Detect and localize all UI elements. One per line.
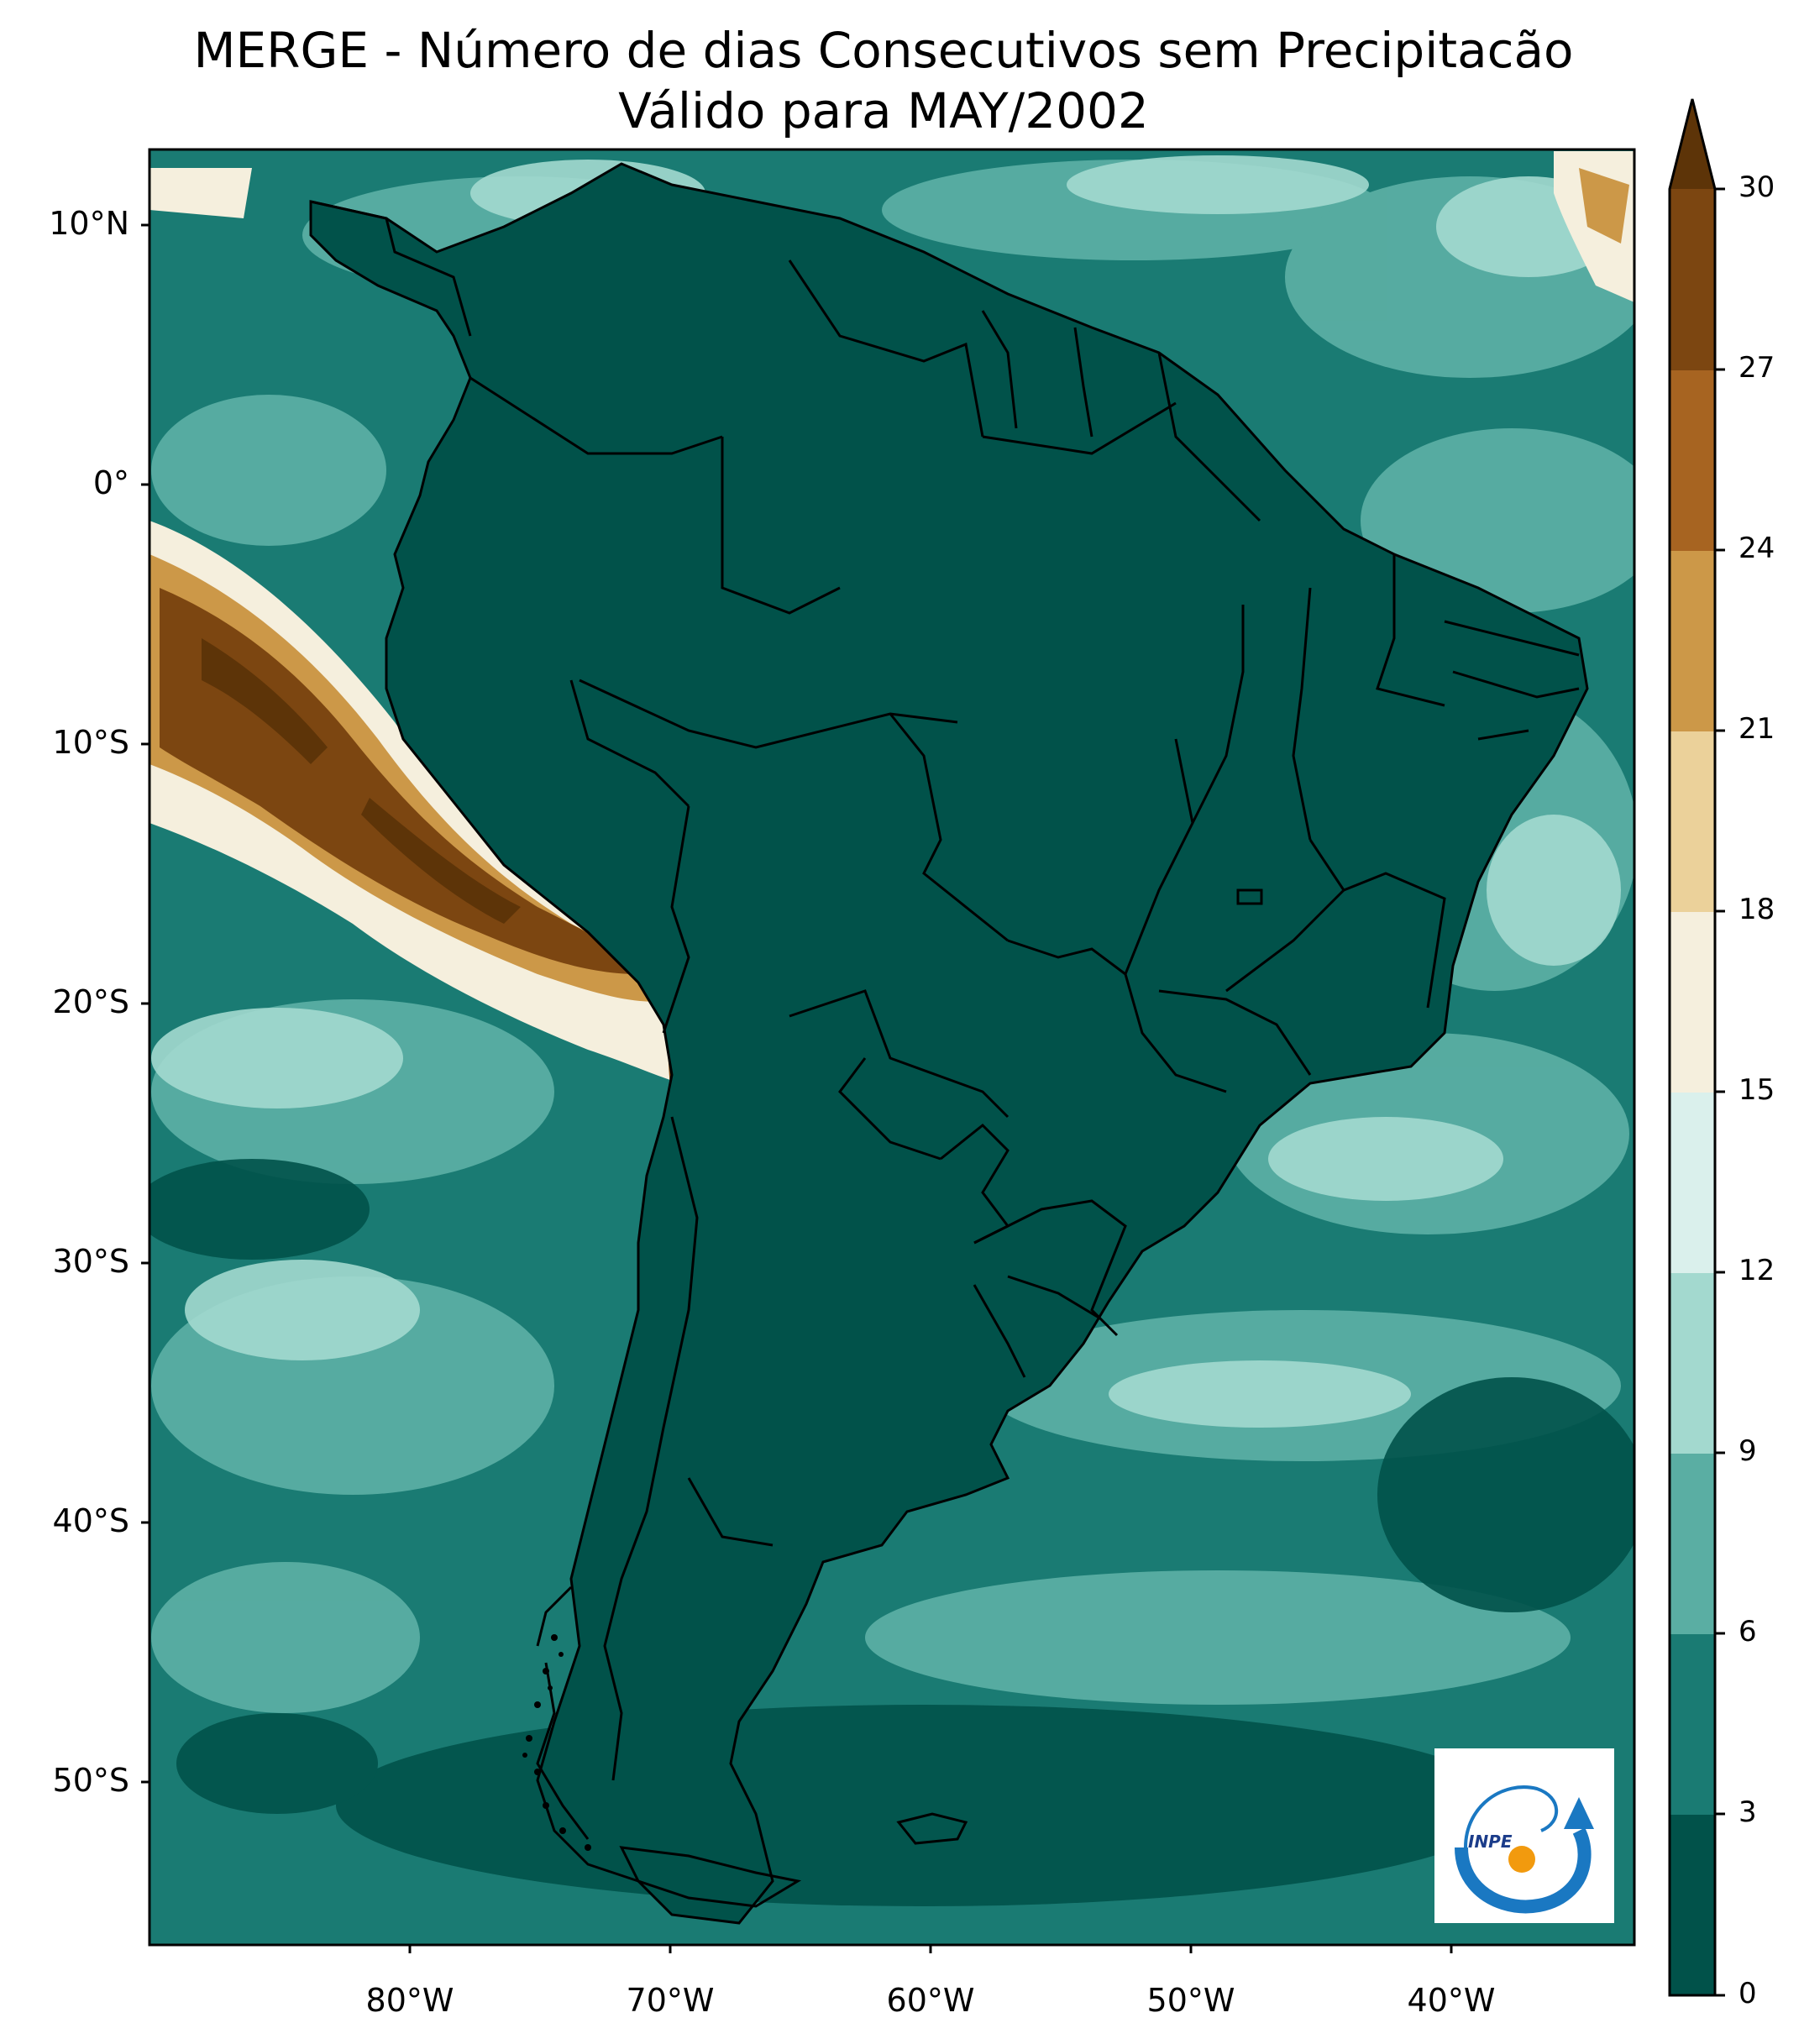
map-subtitle: Válido para MAY/2002 (618, 82, 1149, 139)
falkland-islands (896, 1812, 968, 1845)
lon-tick-label: 80°W (365, 1982, 454, 2019)
colorbar-tick-label: 6 (1738, 1615, 1757, 1648)
colorbar-tick-label: 15 (1738, 1073, 1775, 1107)
colorbar-tick-label: 18 (1738, 893, 1775, 926)
map-frame (148, 148, 1636, 1947)
map-title: MERGE - Número de dias Consecutivos sem … (193, 22, 1574, 79)
lat-tick-label: 50°S (52, 1762, 129, 1799)
lon-tick-label: 40°W (1407, 1982, 1496, 2019)
colorbar-tick-label: 3 (1738, 1795, 1757, 1829)
colorbar-tick-label: 21 (1738, 712, 1775, 746)
colorbar-tick-label: 0 (1738, 1977, 1757, 2010)
colorbar (1668, 98, 1725, 1997)
lat-tick-label: 30°S (52, 1243, 129, 1280)
lon-tick-label: 60°W (886, 1982, 975, 2019)
colorbar-tick-label: 30 (1738, 170, 1775, 204)
lat-tick-label: 0° (92, 464, 129, 501)
lat-tick-label: 40°S (52, 1502, 129, 1539)
tierra-del-fuego (536, 1585, 802, 1908)
colorbar-tick-label: 12 (1738, 1254, 1775, 1287)
colorbar-tick-label: 24 (1738, 532, 1775, 565)
colorbar-tick-label: 9 (1738, 1434, 1757, 1468)
lat-tick-label: 10°N (49, 205, 129, 242)
inpe-logo: INPE (1434, 1748, 1614, 1923)
colorbar-tick-label: 27 (1738, 351, 1775, 385)
chile-fjords (522, 1634, 591, 1851)
axis-ticks (141, 223, 1453, 1953)
country-borders (309, 162, 1589, 1925)
lat-tick-label: 10°S (52, 724, 129, 761)
precipitation-field (149, 149, 1634, 1945)
lat-tick-label: 20°S (52, 983, 129, 1020)
lon-tick-label: 70°W (626, 1982, 715, 2019)
inpe-logo-text: INPE (1468, 1832, 1513, 1852)
lon-tick-label: 50°W (1146, 1982, 1235, 2019)
